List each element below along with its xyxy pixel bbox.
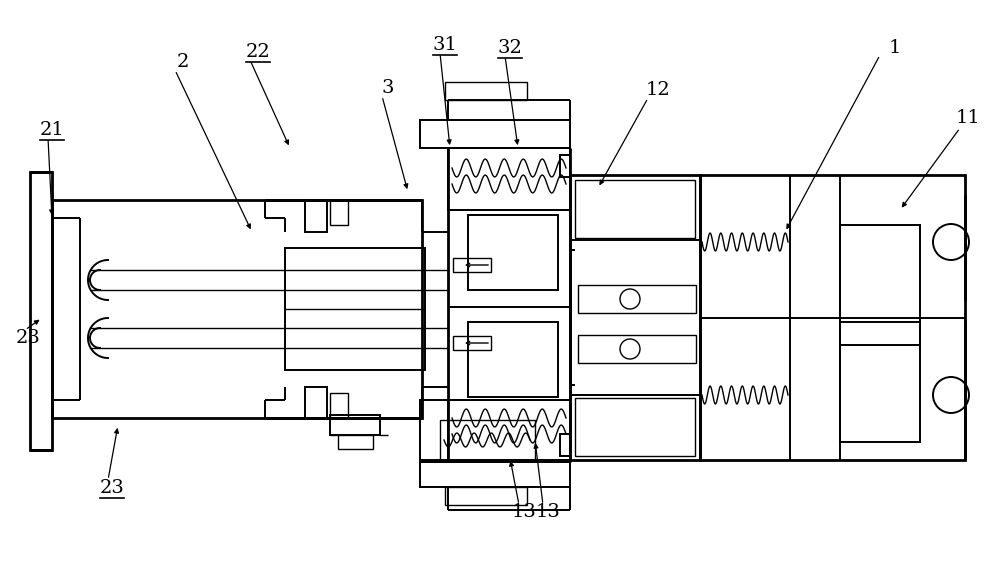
Bar (440, 420, 535, 460)
Bar (453, 336, 491, 350)
Bar (420, 120, 570, 148)
Bar (448, 148, 570, 210)
Text: 21: 21 (40, 121, 64, 139)
Bar (570, 175, 700, 460)
Text: 32: 32 (498, 39, 522, 57)
Bar (448, 400, 570, 462)
Text: 31: 31 (433, 36, 457, 54)
Text: 11: 11 (956, 109, 980, 127)
Bar (575, 398, 695, 456)
Text: 23: 23 (16, 329, 40, 347)
Text: 3: 3 (382, 79, 394, 97)
Bar (468, 215, 558, 290)
Bar (305, 387, 327, 419)
Bar (560, 155, 570, 177)
Bar (330, 415, 380, 435)
Bar (840, 322, 920, 442)
Bar (575, 180, 695, 238)
Bar (305, 200, 327, 232)
Bar (560, 434, 570, 456)
Bar (420, 462, 570, 487)
Text: 12: 12 (646, 81, 670, 99)
Text: 2: 2 (177, 53, 189, 71)
Text: 13: 13 (536, 503, 560, 521)
Bar (840, 225, 920, 345)
Bar (30, 172, 52, 450)
Bar (338, 435, 373, 449)
Text: 1: 1 (889, 39, 901, 57)
Bar (52, 200, 422, 418)
Text: 22: 22 (246, 43, 270, 61)
Bar (420, 400, 570, 460)
Bar (330, 393, 348, 418)
Bar (468, 322, 558, 397)
Bar (445, 82, 527, 100)
Text: 23: 23 (100, 479, 124, 497)
Bar (453, 258, 491, 272)
Bar (578, 335, 696, 363)
Text: 13: 13 (512, 503, 536, 521)
Bar (700, 175, 965, 460)
Bar (445, 487, 527, 505)
Bar (285, 248, 425, 370)
Bar (578, 285, 696, 313)
Bar (330, 200, 348, 225)
